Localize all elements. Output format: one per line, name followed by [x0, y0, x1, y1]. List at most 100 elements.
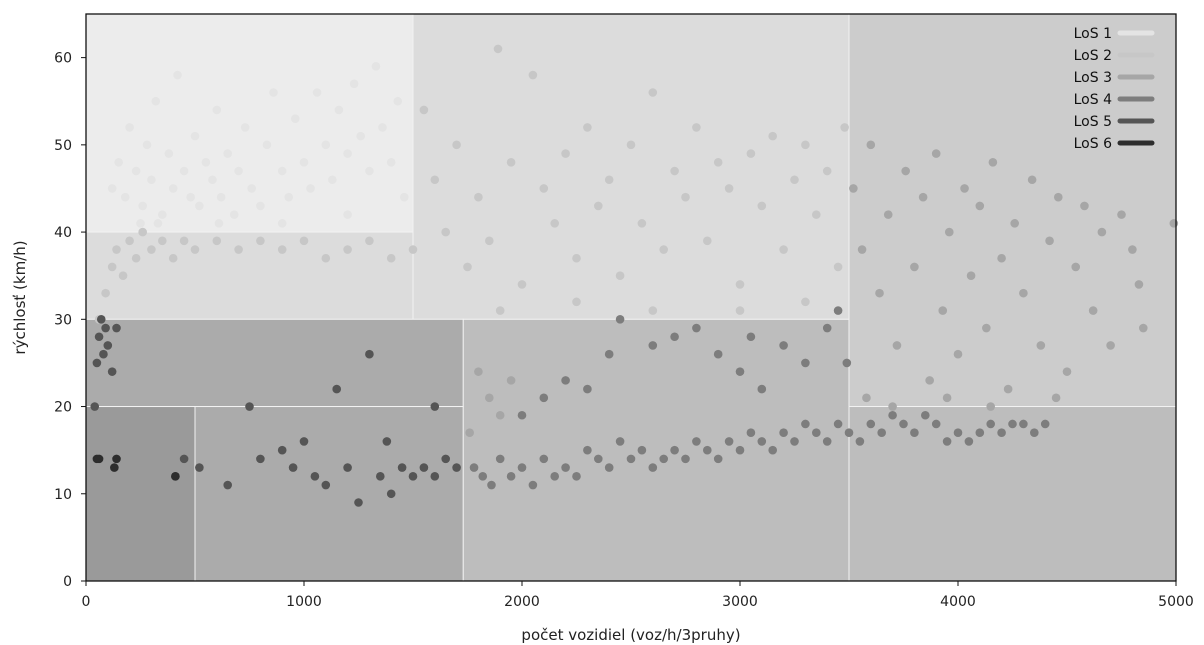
data-point [354, 498, 363, 507]
data-point [168, 184, 178, 193]
data-point [386, 253, 396, 263]
data-point [942, 393, 952, 403]
data-point [334, 105, 344, 115]
data-point [125, 123, 134, 132]
data-point [801, 358, 810, 368]
data-point [229, 210, 239, 219]
data-point [1040, 419, 1050, 429]
data-point [147, 245, 156, 254]
data-point [1036, 341, 1046, 350]
data-point [692, 323, 701, 333]
background-zone [85, 318, 464, 408]
data-point [195, 463, 204, 472]
data-point [201, 157, 211, 167]
data-point [216, 192, 226, 202]
data-point [277, 219, 287, 228]
data-point [925, 376, 934, 385]
data-point [284, 192, 294, 202]
data-point [430, 472, 440, 481]
data-point [158, 210, 167, 219]
data-point [118, 271, 128, 280]
data-point [131, 253, 141, 263]
data-point [901, 166, 910, 176]
data-point [964, 437, 974, 446]
data-point [1003, 384, 1013, 394]
data-point [463, 262, 472, 272]
data-point [1062, 367, 1072, 376]
data-point [96, 315, 106, 324]
data-point [572, 472, 581, 481]
legend-label: LoS 6 [1074, 136, 1112, 152]
data-point [1051, 393, 1061, 403]
data-point [485, 236, 494, 246]
data-point [107, 184, 117, 193]
data-point [328, 175, 337, 185]
x-tick-label: 3000 [722, 594, 758, 610]
data-point [942, 437, 952, 446]
data-point [615, 437, 625, 446]
data-point [212, 105, 222, 115]
data-point [321, 480, 331, 490]
data-point [1097, 227, 1107, 237]
data-point [131, 166, 141, 176]
data-point [245, 402, 254, 411]
data-point [306, 184, 315, 193]
data-point [583, 384, 592, 394]
background-zone [85, 231, 414, 320]
data-point [583, 123, 592, 132]
data-point [833, 262, 843, 272]
data-point [875, 288, 884, 298]
data-point [550, 472, 559, 481]
data-point [724, 437, 734, 446]
data-point [214, 219, 224, 228]
data-point [724, 184, 734, 193]
background-zones [85, 13, 1177, 582]
data-point [1010, 219, 1019, 228]
data-point [735, 280, 745, 289]
data-point [866, 419, 876, 429]
data-point [262, 140, 272, 150]
data-point [1053, 192, 1063, 202]
data-point [247, 184, 256, 193]
data-point [386, 157, 396, 167]
data-point [1139, 323, 1148, 333]
x-tick-label: 1000 [286, 594, 322, 610]
data-point [487, 480, 496, 490]
data-point [626, 454, 636, 464]
data-point [112, 245, 121, 254]
data-point [944, 227, 954, 237]
x-tick-label: 2000 [504, 594, 540, 610]
data-point [343, 210, 352, 219]
data-point [572, 297, 581, 307]
data-point [419, 463, 429, 472]
data-point [757, 384, 767, 394]
data-point [768, 131, 777, 141]
data-point [332, 384, 342, 394]
legend-label: LoS 5 [1074, 114, 1112, 130]
data-point [713, 454, 723, 464]
data-point [986, 419, 995, 429]
data-point [779, 428, 788, 438]
data-point [822, 437, 832, 446]
y-tick-label: 10 [54, 487, 72, 503]
data-point [269, 88, 278, 97]
data-point [120, 192, 130, 202]
data-point [877, 428, 886, 438]
data-point [779, 341, 788, 350]
data-point [397, 463, 407, 472]
data-point [648, 463, 658, 472]
data-point [1134, 280, 1144, 289]
data-point [103, 341, 113, 350]
data-point [495, 410, 505, 420]
data-point [840, 123, 849, 132]
data-point [171, 472, 180, 481]
data-point [234, 166, 243, 176]
y-tick-label: 20 [54, 400, 72, 416]
data-point [866, 140, 876, 150]
data-point [179, 454, 189, 464]
background-zone [412, 13, 850, 320]
data-point [892, 341, 902, 350]
data-point [208, 175, 217, 185]
data-point [92, 358, 102, 368]
data-point [94, 332, 104, 342]
